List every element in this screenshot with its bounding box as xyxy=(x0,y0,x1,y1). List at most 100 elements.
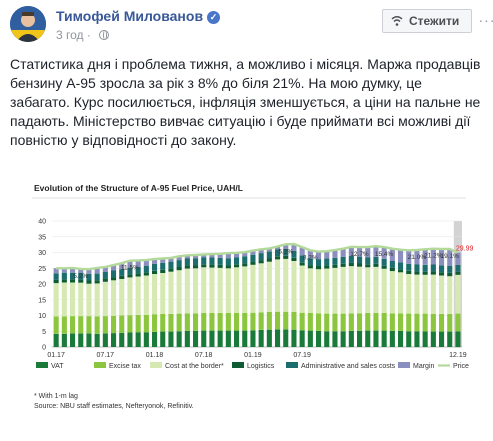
bar-segment xyxy=(275,311,281,330)
bar-segment xyxy=(242,256,248,264)
bar-segment xyxy=(324,258,330,266)
bar-segment xyxy=(193,268,199,314)
bar-segment xyxy=(373,267,379,313)
legend-label: Logistics xyxy=(247,363,275,370)
bar-segment xyxy=(119,332,125,347)
bar-segment xyxy=(160,313,166,332)
bar-segment xyxy=(307,250,313,259)
bar-segment xyxy=(78,316,84,334)
bar-segment xyxy=(266,329,272,347)
bar-segment xyxy=(225,268,231,313)
bar-segment xyxy=(184,330,190,347)
bar-segment xyxy=(422,249,428,265)
bar-segment xyxy=(398,330,404,347)
bar-segment xyxy=(266,251,272,259)
bar-segment xyxy=(86,333,92,347)
bar-segment xyxy=(291,312,297,330)
y-tick-label: 10 xyxy=(38,313,46,320)
bar-segment xyxy=(225,253,231,259)
bar-segment xyxy=(357,263,363,267)
more-options-button[interactable]: ··· xyxy=(478,12,493,28)
bar-segment xyxy=(299,247,305,256)
bar-segment xyxy=(86,269,92,274)
follow-button[interactable]: Стежити xyxy=(382,9,472,33)
bar-segment xyxy=(406,313,412,332)
bar-segment xyxy=(168,261,174,269)
bar-segment xyxy=(184,258,190,266)
bar-segment xyxy=(201,257,207,265)
bar-segment xyxy=(430,313,436,332)
bar-segment xyxy=(455,264,461,272)
bar-segment xyxy=(299,255,305,263)
bar-segment xyxy=(234,313,240,331)
bar-segment xyxy=(316,266,322,270)
bar-segment xyxy=(242,330,248,347)
bar-segment xyxy=(357,247,363,257)
bar-segment xyxy=(160,262,166,270)
bar-segment xyxy=(324,331,330,348)
bar-segment xyxy=(398,313,404,331)
bar-segment xyxy=(389,267,395,272)
bar-segment xyxy=(217,253,223,258)
bar-segment xyxy=(430,264,436,272)
avatar-photo xyxy=(10,6,46,42)
margin-annotation: 21.0% xyxy=(408,254,427,261)
y-tick-label: 40 xyxy=(38,219,46,226)
bar-segment xyxy=(201,313,207,331)
bar-segment xyxy=(168,331,174,347)
bar-segment xyxy=(258,253,264,260)
bar-segment xyxy=(373,256,379,264)
bar-segment xyxy=(53,279,59,284)
chart-title: Evolution of the Structure of A-95 Fuel … xyxy=(34,183,243,193)
post-time[interactable]: 3 год xyxy=(56,28,84,42)
bar-segment xyxy=(53,333,59,347)
bar-segment xyxy=(242,313,248,331)
bar-segment xyxy=(152,331,158,347)
post-header: Тимофей Милованов✓ 3 год · Стежити ··· xyxy=(10,4,493,44)
bar-segment xyxy=(53,316,59,334)
bar-segment xyxy=(201,264,207,268)
bar-segment xyxy=(119,279,125,316)
post-image[interactable]: Evolution of the Structure of A-95 Fuel … xyxy=(0,166,493,436)
bar-segment xyxy=(422,274,428,314)
bar-segment xyxy=(316,259,322,266)
bar-segment xyxy=(389,271,395,314)
bar-segment xyxy=(127,277,133,316)
y-tick-label: 20 xyxy=(38,282,46,289)
bar-segment xyxy=(291,250,297,258)
bar-segment xyxy=(111,270,117,278)
y-tick-label: 0 xyxy=(42,345,46,352)
bar-segment xyxy=(414,274,420,314)
bar-segment xyxy=(447,331,453,347)
author-name-text[interactable]: Тимофей Милованов xyxy=(56,8,204,24)
legend-label: VAT xyxy=(51,363,64,370)
author-avatar[interactable] xyxy=(10,6,46,42)
bar-segment xyxy=(70,267,76,273)
author-name[interactable]: Тимофей Милованов ✓ xyxy=(56,8,221,24)
post-text: Статистика дня і проблема тижня, а можли… xyxy=(10,55,485,150)
bar-segment xyxy=(250,312,256,331)
bar-segment xyxy=(86,283,92,317)
bar-segment xyxy=(209,267,215,313)
bar-segment xyxy=(430,271,436,275)
bar-segment xyxy=(94,273,100,281)
bar-segment xyxy=(422,313,428,332)
bar-segment xyxy=(275,249,281,257)
bar-segment xyxy=(258,330,264,347)
x-tick-label: 01.19 xyxy=(244,352,262,359)
bar-segment xyxy=(332,250,338,258)
bar-segment xyxy=(447,276,453,314)
bar-segment xyxy=(61,316,67,334)
follow-wifi-icon xyxy=(391,16,403,26)
bar-segment xyxy=(111,265,117,271)
bar-segment xyxy=(160,273,166,314)
bar-segment xyxy=(398,249,404,263)
bar-segment xyxy=(119,315,125,333)
bar-segment xyxy=(365,247,371,258)
price-line xyxy=(56,242,459,271)
bar-segment xyxy=(389,313,395,331)
bar-segment xyxy=(357,313,363,331)
bar-segment xyxy=(217,264,223,268)
bar-segment xyxy=(324,265,330,269)
bar-segment xyxy=(53,283,59,317)
